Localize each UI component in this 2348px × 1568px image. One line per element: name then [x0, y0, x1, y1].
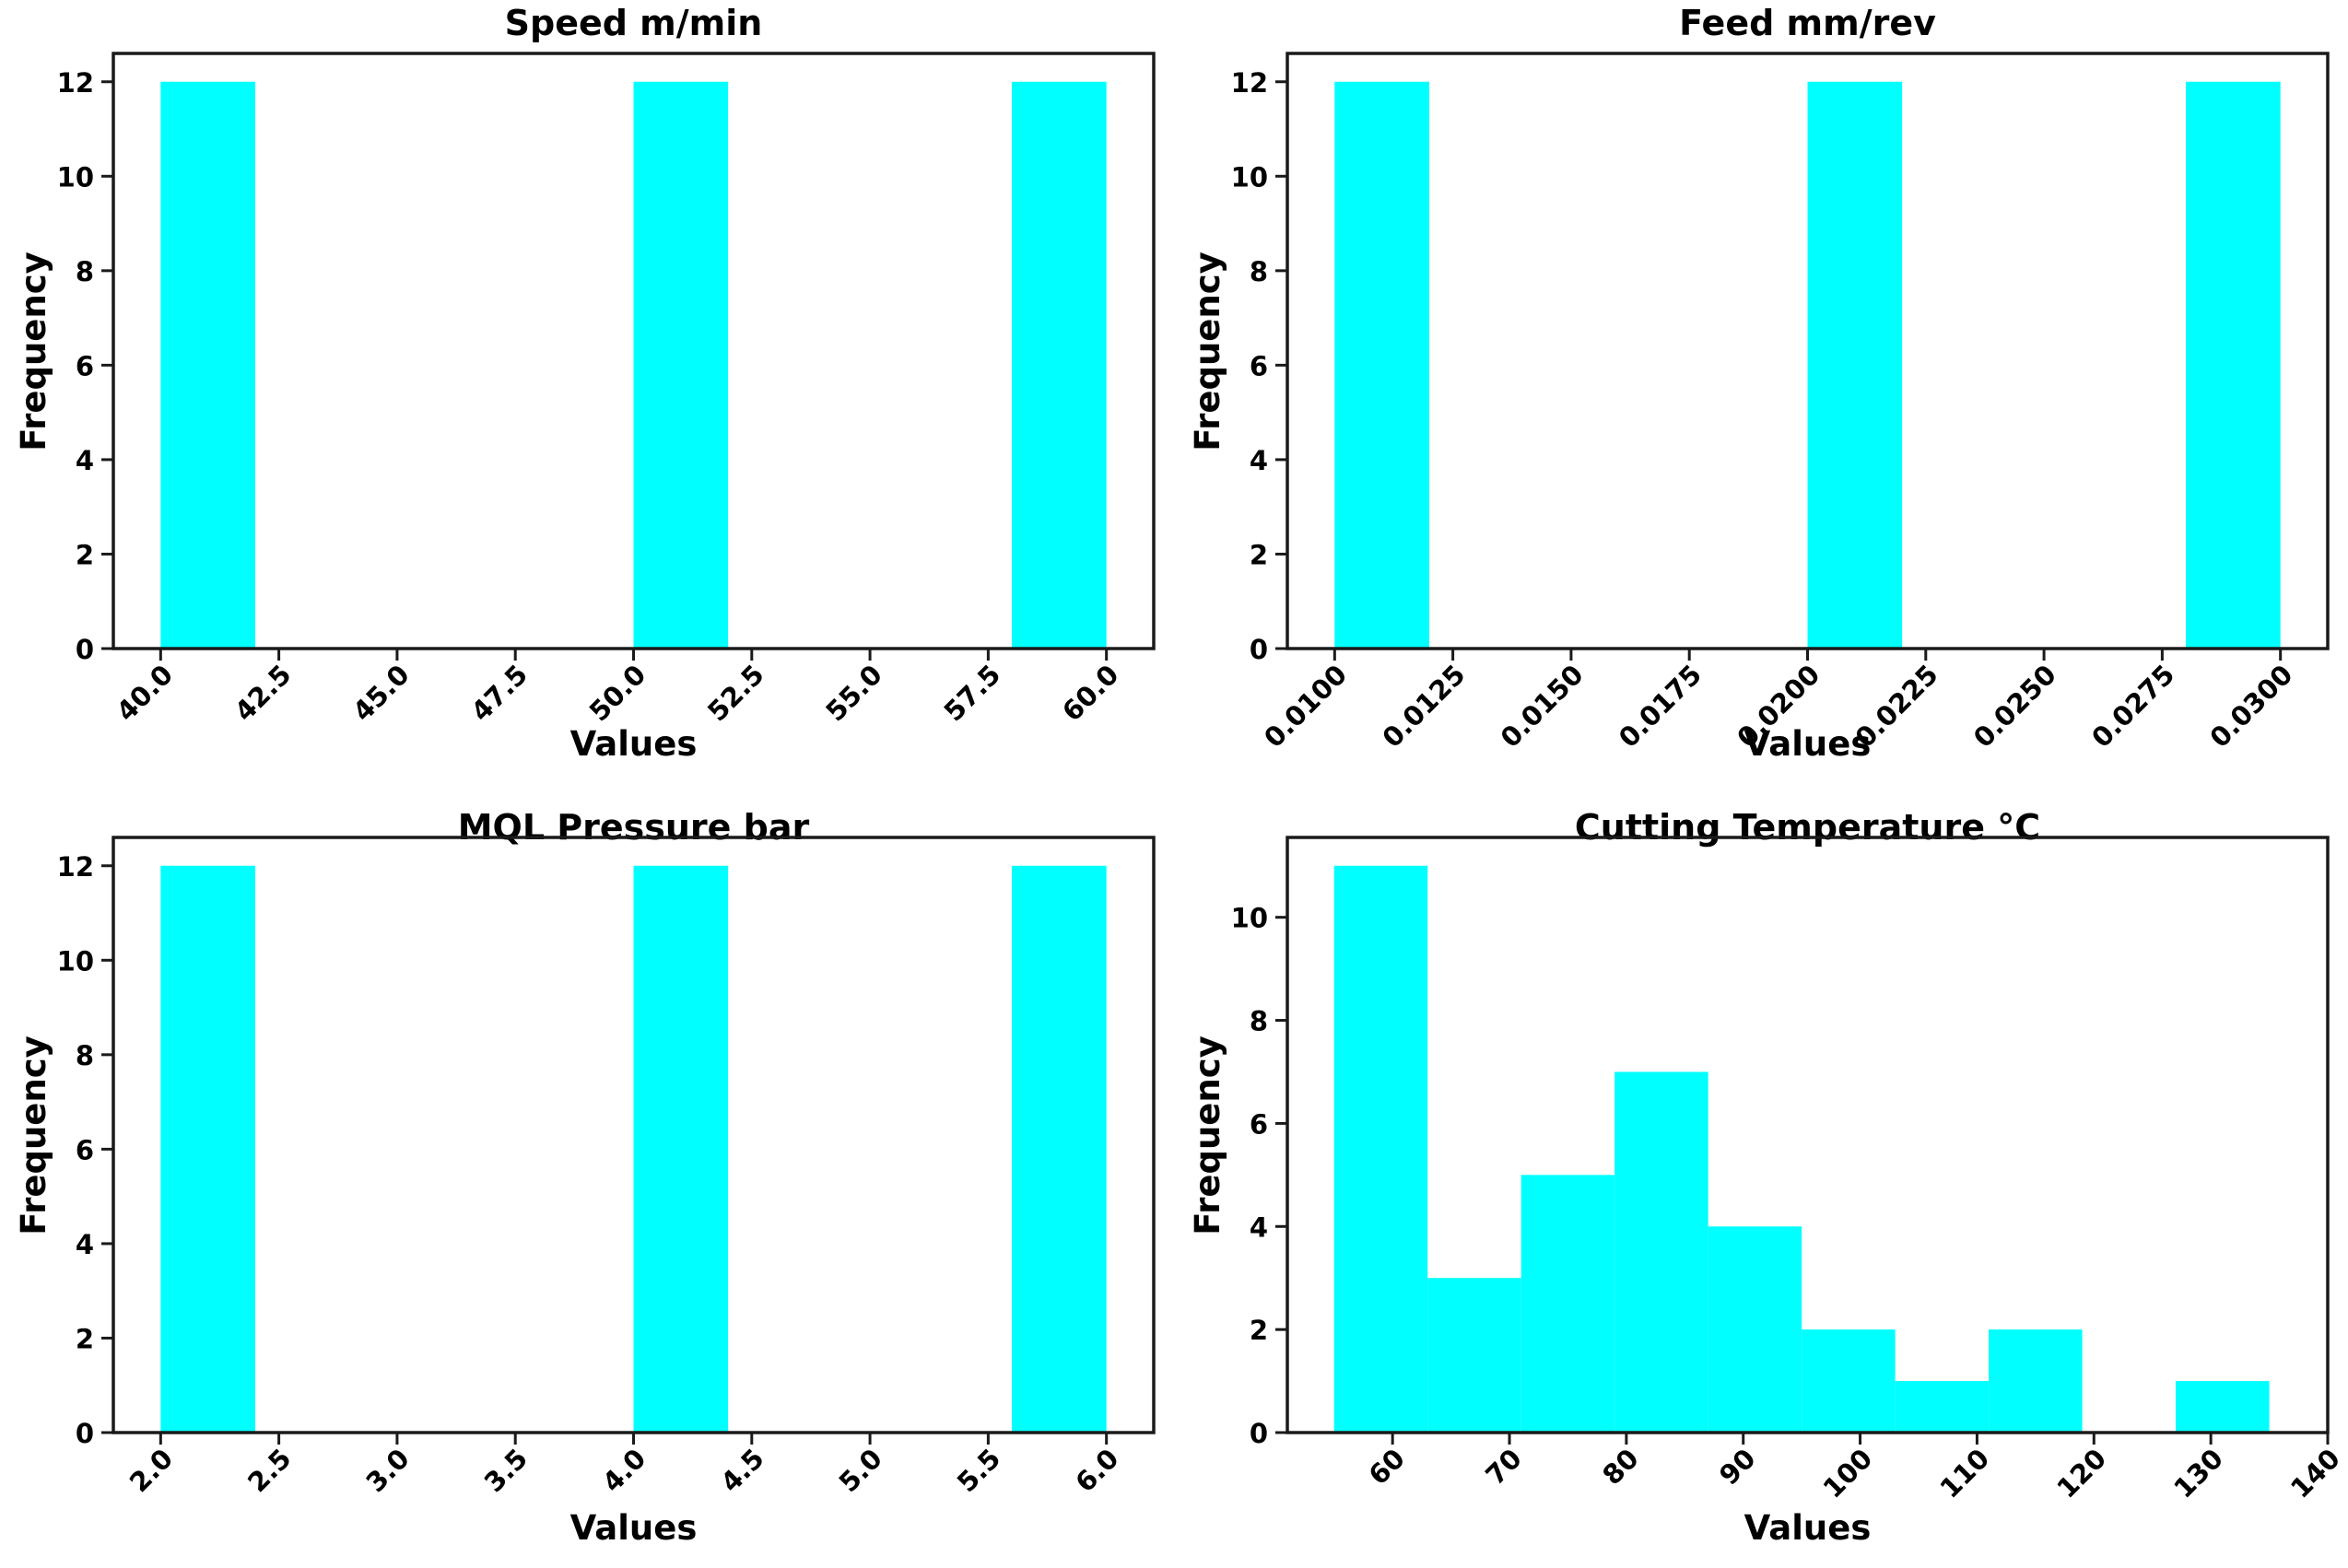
x-tick-label: 42.5: [229, 659, 298, 728]
y-tick-label: 10: [57, 161, 94, 193]
y-tick-label: 10: [1231, 903, 1268, 934]
x-tick-label: 4.5: [714, 1443, 769, 1498]
x-tick-label: 57.5: [938, 659, 1007, 728]
y-tick-label: 6: [76, 1134, 94, 1165]
x-tick-label: 3.0: [359, 1443, 415, 1498]
y-tick-label: 4: [76, 1229, 94, 1260]
x-tick-label: 5.0: [833, 1443, 888, 1498]
chart-title: MQL Pressure bar: [457, 807, 810, 848]
y-tick-label: 6: [1250, 1108, 1268, 1140]
y-tick-label: 2: [1250, 539, 1268, 570]
y-tick-label: 0: [1250, 634, 1268, 665]
histogram-bar: [1012, 81, 1107, 649]
histogram-bar: [1614, 1071, 1708, 1433]
chart-title: Cutting Temperature °C: [1574, 807, 2041, 848]
x-tick-label: 40.0: [111, 659, 180, 728]
y-tick-label: 4: [76, 445, 94, 476]
histogram-plot-speed: 40.0 42.5 45.0 47.5 50.0 52.5 55.0 57.5 60.0 0 2 4 6…: [57, 52, 1156, 728]
y-tick-label: 10: [57, 945, 94, 977]
x-tick-label: 110: [1934, 1443, 1996, 1504]
x-tick-label: 55.0: [819, 659, 888, 728]
y-tick-label: 12: [57, 67, 94, 99]
y-tick-label: 0: [1250, 1418, 1268, 1449]
histogram-bar: [160, 865, 255, 1433]
histogram-bar: [1334, 81, 1429, 649]
x-tick-label: 52.5: [701, 659, 770, 728]
histogram-bar: [1427, 1278, 1521, 1433]
x-axis-label: Values: [569, 724, 698, 764]
subplot-cutting-temperature: Cutting Temperature °C Frequency 60 70 80 9…: [1174, 784, 2348, 1568]
x-axis-label: Values: [1743, 1508, 1872, 1548]
y-tick-label: 0: [76, 634, 94, 665]
x-tick-label: 130: [2167, 1443, 2229, 1504]
y-tick-label: 8: [1250, 256, 1268, 287]
y-tick-label: 4: [1250, 445, 1268, 476]
histogram-bar: [2186, 81, 2281, 649]
x-tick-label: 100: [1817, 1443, 1879, 1504]
histogram-plot-cutting-temperature: 60 70 80 90 100 110 120 130 140 0 2 4 6 8 10: [1231, 836, 2346, 1504]
histogram-bar: [1989, 1329, 2083, 1433]
x-tick-label: 47.5: [465, 659, 534, 728]
y-tick-label: 2: [1250, 1315, 1268, 1346]
x-tick-label: 70: [1479, 1443, 1528, 1492]
histogram-bar: [2176, 1381, 2270, 1433]
subplot-feed: Feed mm/rev Frequency 0.0100 0.0125 0.0150…: [1174, 0, 2348, 784]
x-tick-label: 80: [1596, 1443, 1645, 1492]
chart-title: Feed mm/rev: [1679, 3, 1936, 43]
histogram-bar: [1012, 865, 1107, 1433]
y-tick-label: 8: [1250, 1006, 1268, 1037]
x-tick-label: 6.0: [1069, 1443, 1124, 1498]
y-tick-label: 2: [76, 539, 94, 570]
subplot-speed: Speed m/min Frequency 40.0 42.5 45.0 47.5 50…: [0, 0, 1174, 784]
x-tick-label: 140: [2284, 1443, 2346, 1504]
y-tick-label: 6: [1250, 350, 1268, 381]
histogram-plot-feed: 0.0100 0.0125 0.0150 0.0175 0.0200 0.0225 0.02…: [1231, 52, 2330, 754]
y-tick-label: 8: [76, 1040, 94, 1071]
x-tick-label: 50.0: [583, 659, 652, 728]
x-tick-label: 90: [1713, 1443, 1762, 1492]
y-tick-label: 12: [1231, 67, 1268, 99]
y-tick-label: 6: [76, 350, 94, 381]
y-tick-label: 10: [1231, 161, 1268, 193]
y-tick-label: 4: [1250, 1211, 1268, 1243]
x-tick-label: 60: [1363, 1443, 1412, 1492]
x-axis-label: Values: [569, 1508, 698, 1548]
x-axis-label: Values: [1743, 724, 1872, 764]
x-tick-label: 60.0: [1056, 659, 1125, 728]
x-tick-label: 120: [2050, 1443, 2112, 1504]
histogram-bar: [1708, 1226, 1802, 1433]
y-tick-label: 0: [76, 1418, 94, 1449]
x-tick-label: 5.5: [951, 1443, 1006, 1498]
histogram-plot-mql-pressure: 2.0 2.5 3.0 3.5 4.0 4.5 5.0 5.5 6.0 0 2 4 6 8 10 12: [57, 836, 1156, 1498]
histogram-bar: [1802, 1329, 1896, 1433]
subplot-mql-pressure: MQL Pressure bar Frequency 2.0 2.5 3.0 3.5 4…: [0, 784, 1174, 1568]
y-tick-label: 12: [57, 851, 94, 883]
histogram-bar: [633, 865, 729, 1433]
histogram-bar: [160, 81, 255, 649]
histogram-bar: [1895, 1381, 1990, 1433]
x-tick-label: 2.0: [123, 1443, 179, 1498]
histogram-bar: [1520, 1175, 1615, 1433]
histogram-bar: [633, 81, 729, 649]
chart-title: Speed m/min: [504, 3, 763, 43]
histogram-bar: [1333, 865, 1428, 1433]
x-tick-label: 2.5: [241, 1443, 297, 1498]
y-tick-label: 2: [76, 1323, 94, 1354]
x-tick-label: 4.0: [596, 1443, 652, 1498]
histogram-bar: [1807, 81, 1903, 649]
axes-frame: [1286, 836, 2330, 1434]
y-tick-label: 8: [76, 256, 94, 287]
x-tick-label: 3.5: [478, 1443, 534, 1498]
x-tick-label: 45.0: [346, 659, 416, 728]
